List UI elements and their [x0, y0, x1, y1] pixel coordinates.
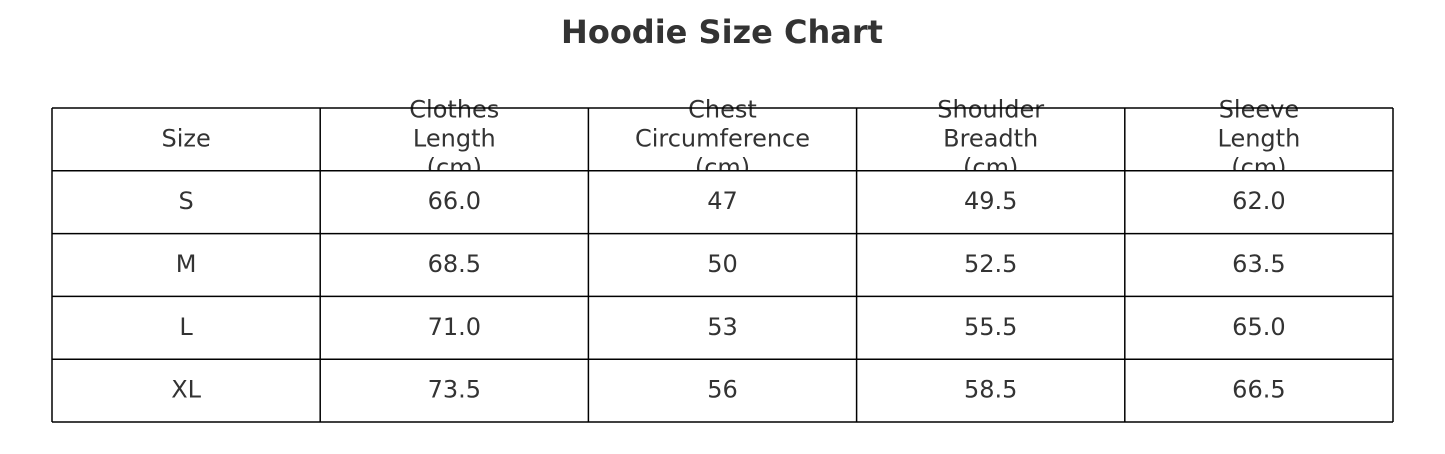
- table-cell: 58.5: [964, 376, 1017, 404]
- header-cell: Length: [413, 124, 496, 152]
- cell-bg: [52, 296, 321, 360]
- table-cell: 49.5: [964, 187, 1017, 215]
- table-cell: 53: [707, 313, 738, 341]
- table-cell: L: [179, 313, 193, 341]
- table-cell: 50: [707, 250, 738, 278]
- table-cell: 62.0: [1232, 187, 1285, 215]
- table-cell: 52.5: [964, 250, 1017, 278]
- table-cell: 65.0: [1232, 313, 1285, 341]
- cell-bg: [588, 359, 857, 422]
- cell-bg: [320, 170, 589, 234]
- cell-bg: [52, 359, 321, 422]
- cell-bg: [856, 233, 1125, 297]
- table-cell: XL: [171, 376, 201, 404]
- header-cell: Sleeve: [1219, 95, 1299, 123]
- cell-bg: [588, 233, 857, 297]
- table-cell: 66.5: [1232, 376, 1285, 404]
- cell-bg: [856, 359, 1125, 422]
- table-cell: M: [176, 250, 197, 278]
- table-cell: 66.0: [428, 187, 481, 215]
- header-cell: Breadth: [943, 124, 1038, 152]
- cell-bg: [588, 170, 857, 234]
- cell-bg: [856, 170, 1125, 234]
- cell-bg: [1124, 233, 1393, 297]
- cell-bg: [320, 359, 589, 422]
- header-cell: Chest: [688, 95, 757, 123]
- title: Hoodie Size Chart: [561, 13, 883, 51]
- header-cell: Shoulder: [937, 95, 1044, 123]
- table-cell: 71.0: [428, 313, 481, 341]
- header-cell: Circumference: [635, 124, 810, 152]
- table-cell: 55.5: [964, 313, 1017, 341]
- cell-bg: [1124, 170, 1393, 234]
- table-cell: 68.5: [428, 250, 481, 278]
- cell-bg: [320, 233, 589, 297]
- cell-bg: [52, 170, 321, 234]
- table-cell: 56: [707, 376, 738, 404]
- table-cell: 63.5: [1232, 250, 1285, 278]
- table-cell: S: [178, 187, 193, 215]
- header-cell: Size: [161, 124, 210, 152]
- table-cell: 73.5: [428, 376, 481, 404]
- header-cell: Clothes: [409, 95, 499, 123]
- cell-bg: [856, 296, 1125, 360]
- cell-bg: [588, 296, 857, 360]
- cell-bg: [1124, 359, 1393, 422]
- header-cell: Length: [1218, 124, 1301, 152]
- cell-bg: [320, 296, 589, 360]
- table-cell: 47: [707, 187, 738, 215]
- cell-bg: [1124, 296, 1393, 360]
- cell-bg: [52, 233, 321, 297]
